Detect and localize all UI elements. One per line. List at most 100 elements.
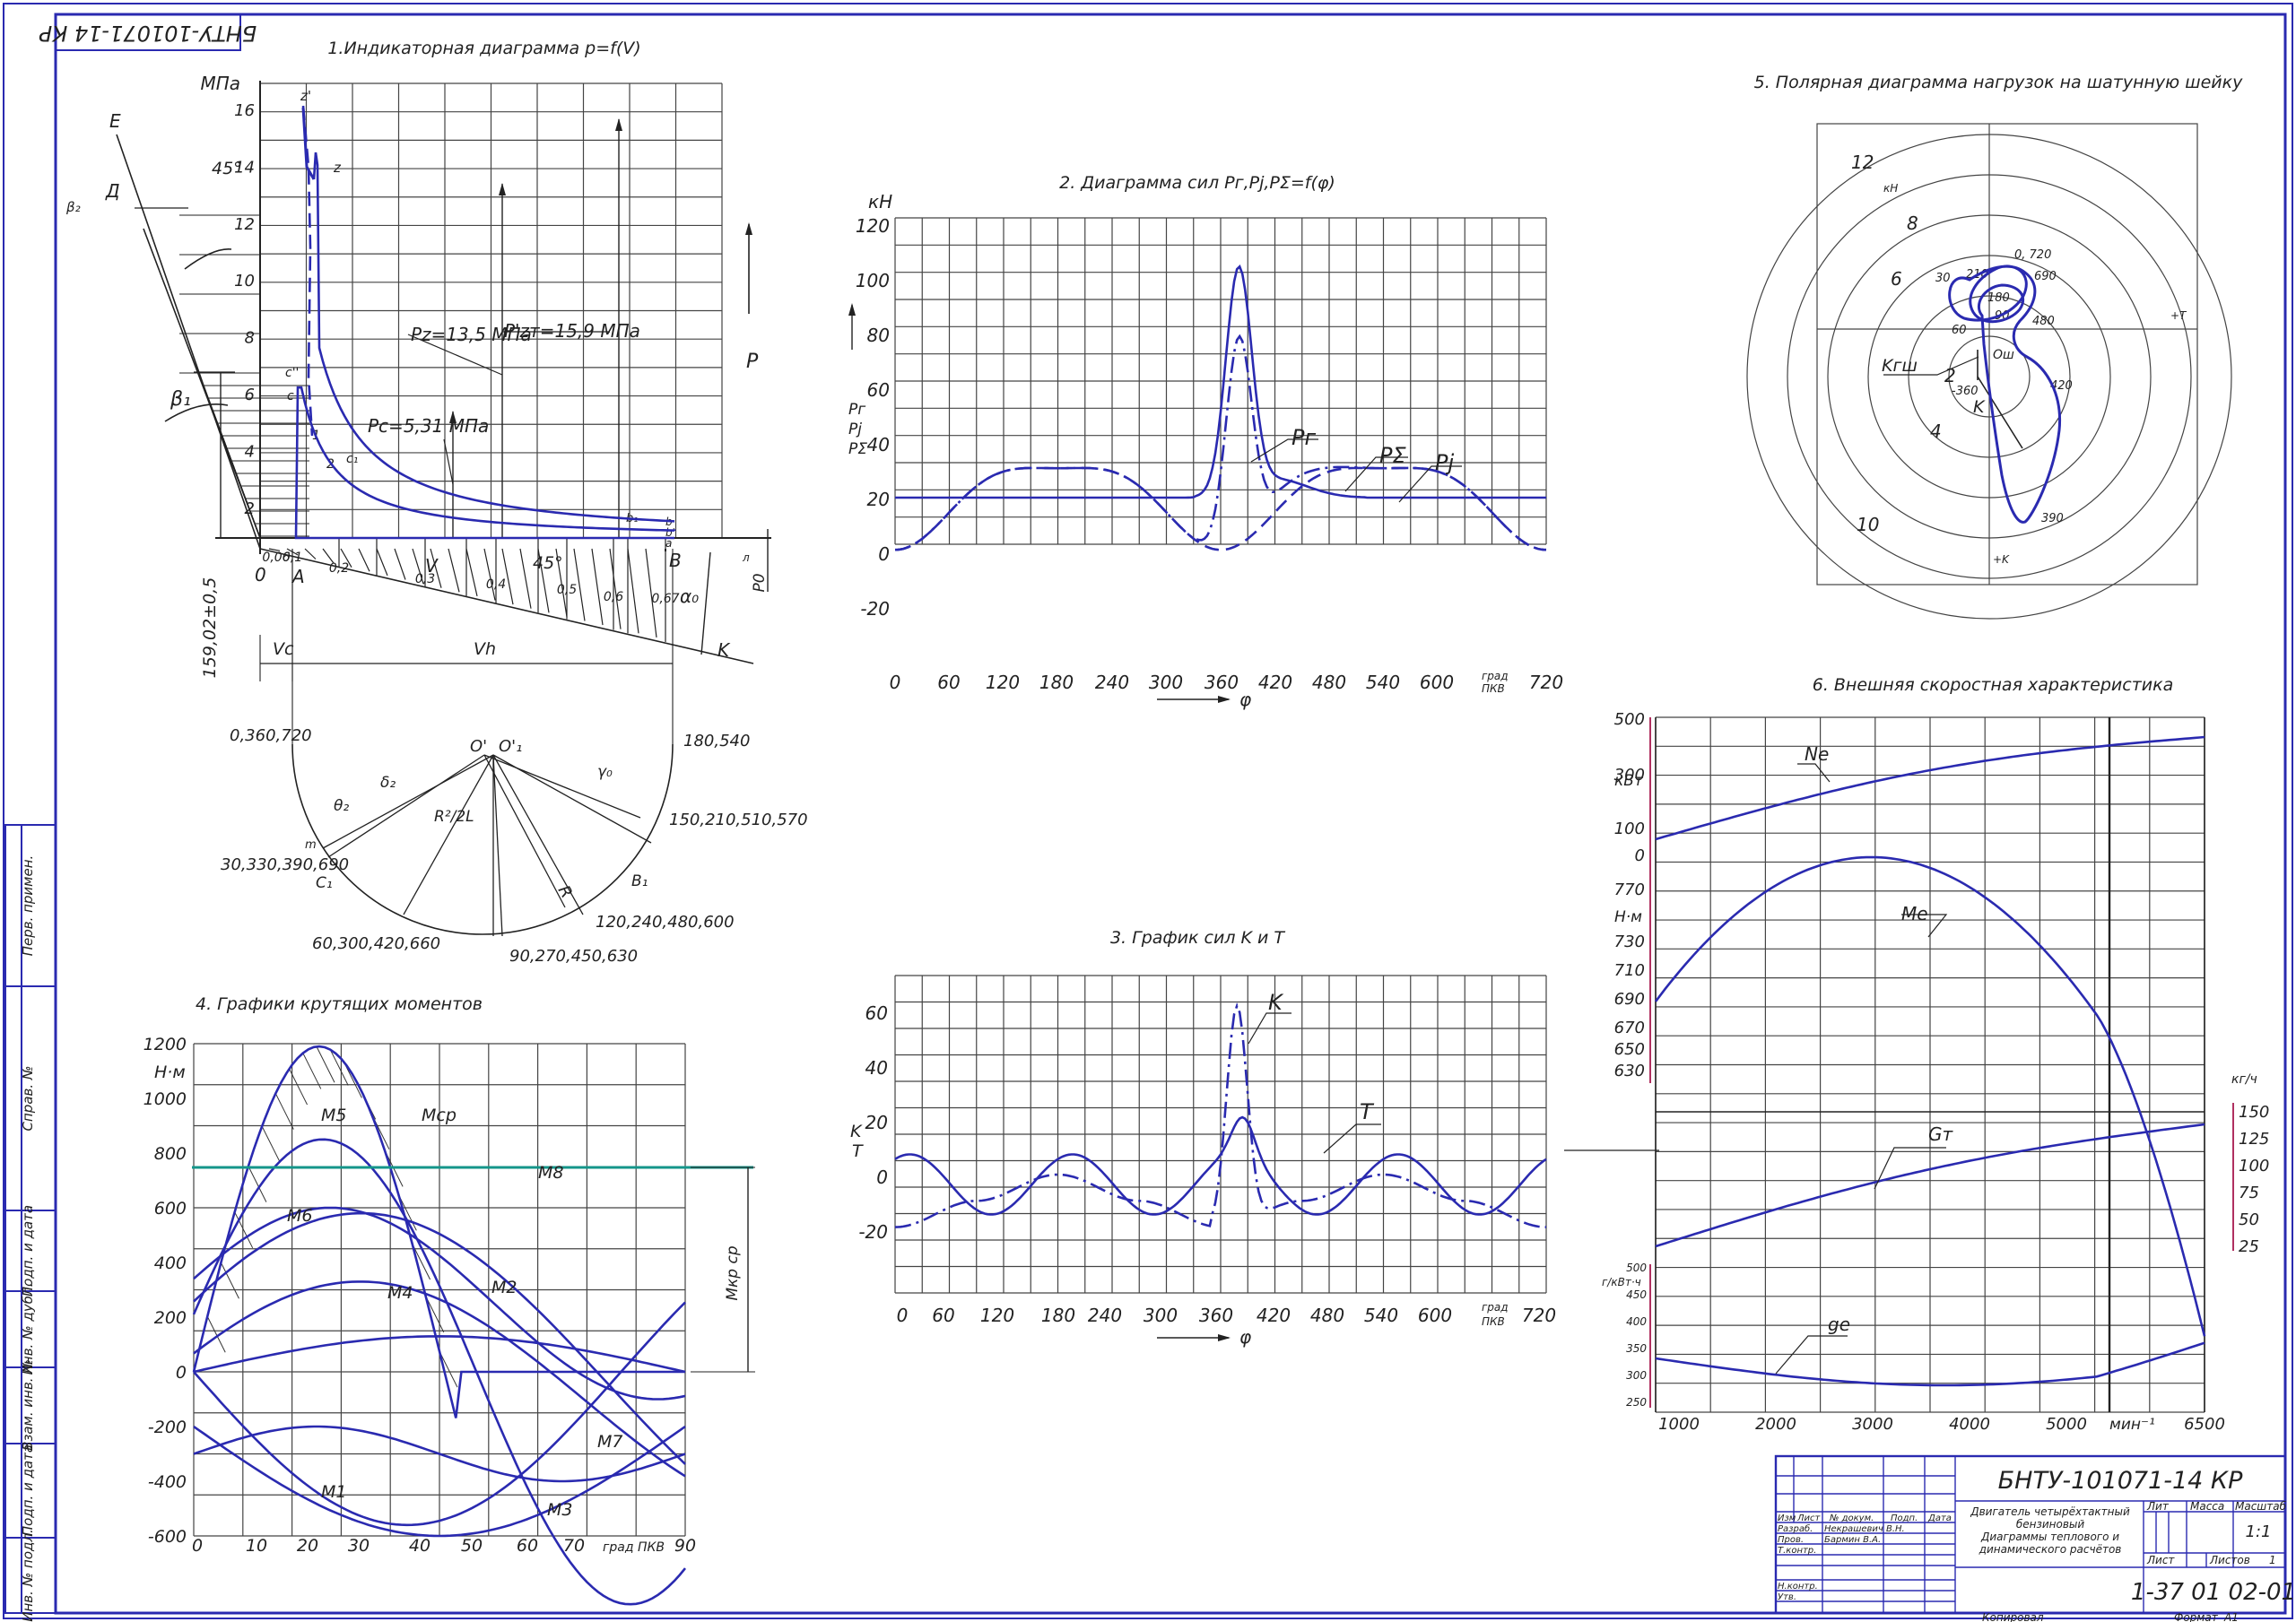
tick-label: 4 — [245, 442, 255, 461]
torque-curve-m5 — [192, 1045, 685, 1418]
d1-Vc: Vc — [273, 639, 294, 659]
tick-label: 420 — [1258, 672, 1292, 693]
torque-label-m5: M5 — [321, 1106, 346, 1125]
d4-title: 4. Графики крутящих моментов — [196, 994, 483, 1014]
torque-curve-m1 — [193, 1425, 686, 1538]
d1-V: V — [425, 555, 439, 577]
tick-label: 500 — [1614, 710, 1645, 729]
tick-label: 60 — [517, 1536, 538, 1556]
tick-label: 1200 — [144, 1035, 187, 1054]
d1-z: z — [333, 160, 342, 176]
d1-c2: c'' — [285, 366, 299, 380]
torque-label-m6: M6 — [287, 1206, 312, 1226]
d6-x-unit: мин⁻¹ — [2109, 1416, 2155, 1434]
tick-label: 710 — [1614, 961, 1645, 980]
indicator-diagram: 1.Индикаторная диаграмма p=f(V) МПа 16 14… — [65, 39, 808, 966]
d6-gt-unit: кг/ч — [2231, 1072, 2257, 1087]
d3-ux1: град — [1482, 1301, 1509, 1314]
d1-pz: Pz=13,5 МПа — [411, 324, 532, 345]
tick-label: 1000 — [144, 1089, 187, 1109]
d5-a720: 0, 720 — [2014, 248, 2051, 262]
stamp-desc4: динамического расчётов — [1979, 1543, 2122, 1556]
tick-label: 4000 — [1949, 1415, 1990, 1434]
d2-ylab2: Pj — [848, 421, 862, 438]
d2-phi: φ — [1239, 689, 1251, 710]
d1-a60: 60,300,420,660 — [312, 934, 440, 953]
d1-E: E — [109, 110, 121, 132]
torque-label-m4: M4 — [387, 1283, 413, 1303]
stamp-format: Формат — [2174, 1611, 2219, 1622]
d5-a180: 180 — [1987, 291, 2010, 305]
d5-O: Oш — [1993, 348, 2014, 362]
d6-title: 6. Внешняя скоростная характеристика — [1813, 675, 2174, 695]
side-label: Инв. № дубл. — [20, 1283, 36, 1375]
torque-curve-m3 — [193, 1301, 686, 1527]
tick-label: 2000 — [1755, 1415, 1796, 1434]
d1-b2: β₂ — [65, 199, 81, 215]
torque-diagram: 4. Графики крутящих моментов 12001000800… — [144, 994, 755, 1606]
side-label: Подп. и дата — [20, 1205, 36, 1297]
d1-A: A — [291, 566, 305, 587]
d5-ring: 10 — [1857, 514, 1879, 535]
d3-title: 3. График сил K и T — [1110, 928, 1285, 948]
outer-border — [3, 3, 2293, 1619]
d2-Pj: Pj — [1435, 450, 1454, 475]
d3-T: T — [1360, 1099, 1375, 1124]
d2-ux2: ПКВ — [1482, 682, 1505, 695]
stamp-prov-name: Бармин В.А. — [1824, 1535, 1881, 1545]
d3-phi: φ — [1239, 1326, 1251, 1348]
d1-c1: c₁ — [346, 452, 358, 466]
stamp-tkontr: Т.контр. — [1778, 1546, 1816, 1556]
d1-bp: b' — [665, 526, 675, 539]
tick-label: 60 — [867, 379, 890, 401]
tick-label: 8 — [245, 329, 255, 348]
torque-label-m8: M8 — [538, 1163, 563, 1183]
tick-label: 500 — [1626, 1262, 1647, 1274]
tick-label: 0 — [878, 543, 890, 565]
d6-ge-unit: г/кВт·ч — [1602, 1276, 1641, 1288]
tick-label: 20 — [297, 1536, 318, 1556]
stamp-row: Изм — [1778, 1514, 1796, 1523]
tick-label: 10 — [234, 272, 255, 291]
stamp-nkontr: Н.контр. — [1778, 1582, 1818, 1592]
tick-label: 0 — [192, 1536, 203, 1556]
tick-label: 40 — [867, 434, 890, 455]
tick-label: 730 — [1614, 932, 1645, 951]
d1-O1: O'₁ — [499, 737, 522, 756]
stamp-row: Дата — [1927, 1514, 1952, 1523]
tick-label: -20 — [860, 598, 890, 620]
d1-unit: МПа — [200, 73, 240, 94]
d2-Ps: PΣ — [1379, 443, 1406, 468]
d1-peak-line — [301, 107, 316, 180]
tick-label: 770 — [1614, 880, 1645, 899]
tick-label: 300 — [1614, 766, 1645, 785]
d1-a0: α₀ — [680, 585, 699, 607]
d1-45a: 45° — [212, 159, 242, 178]
tick-label: 70 — [563, 1536, 585, 1556]
tick-label: 360 — [1205, 672, 1239, 693]
tick-label: 0 — [1635, 846, 1645, 865]
d1-B: B — [669, 550, 682, 571]
d5-ring: 4 — [1930, 421, 1942, 442]
d5-a60: 60 — [1952, 324, 1967, 337]
stamp-code: БНТУ-101071-14 КР — [1998, 1467, 2243, 1495]
d5-ring: 6 — [1891, 268, 1902, 290]
d5-ring: 12 — [1851, 152, 1874, 173]
stamp-sheets-val: 1 — [2269, 1554, 2276, 1566]
d5-a480: 480 — [2032, 315, 2055, 328]
d1-O: O' — [470, 737, 487, 756]
stamp-row: № докум. — [1829, 1514, 1874, 1523]
tick-label: 6500 — [2184, 1415, 2225, 1434]
tick-label: 30 — [348, 1536, 370, 1556]
d5-title: 5. Полярная диаграмма нагрузок на шатунн… — [1754, 73, 2243, 92]
tick-label: 120 — [980, 1305, 1014, 1326]
d1-K: K — [718, 639, 731, 661]
d1-a30: 30,330,390,690 — [221, 855, 349, 874]
tick-label: 40 — [865, 1057, 888, 1079]
stamp-copied: Копировал — [1982, 1611, 2044, 1622]
d2-ylab1: Pг — [848, 401, 865, 419]
tick-label: 0 — [876, 1167, 888, 1188]
d1-dim: 159,02±0,5 — [200, 577, 220, 679]
stamp-sheet: Лист — [2146, 1554, 2175, 1566]
d1-pc: Pc=5,31 МПа — [368, 415, 489, 437]
